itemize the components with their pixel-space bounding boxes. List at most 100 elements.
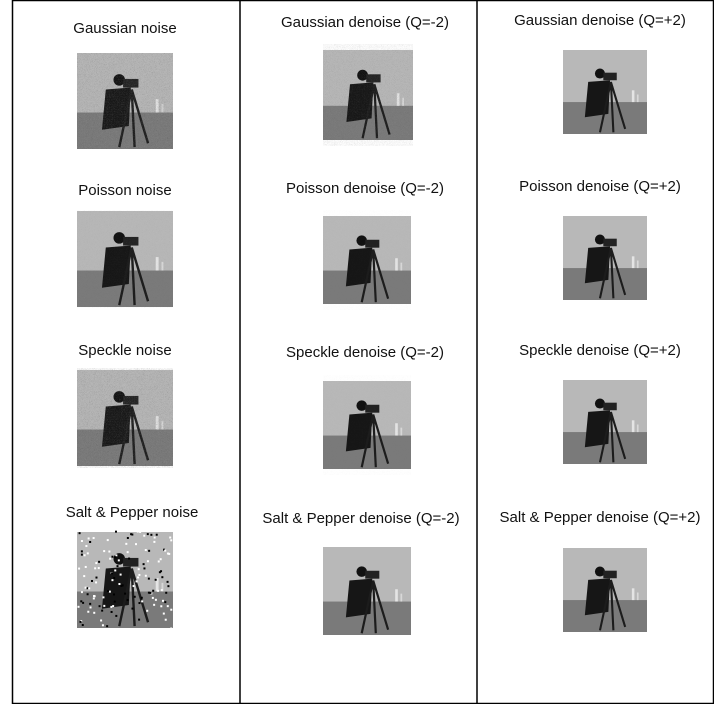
salt-pepper-dot xyxy=(103,550,105,552)
salt-pepper-dot xyxy=(148,578,150,580)
salt-pepper-dot xyxy=(86,587,88,589)
salt-pepper-dot xyxy=(127,551,129,553)
salt-pepper-dot xyxy=(85,587,87,589)
noise xyxy=(77,210,173,308)
salt-pepper-dot xyxy=(118,583,120,585)
caption: Salt & Pepper denoise (Q=+2) xyxy=(500,509,701,526)
salt-pepper-dot xyxy=(164,601,166,603)
salt-pepper-dot xyxy=(118,559,120,561)
salt-pepper-dot xyxy=(115,531,117,533)
salt-pepper-dot xyxy=(170,628,172,630)
salt-pepper-dot xyxy=(115,615,117,617)
salt-pepper-dot xyxy=(160,558,162,560)
salt-pepper-dot xyxy=(81,591,83,593)
salt-pepper-dot xyxy=(127,599,129,601)
salt-pepper-dot xyxy=(138,619,140,621)
image xyxy=(563,216,647,300)
salt-pepper-dot xyxy=(107,590,109,592)
noise xyxy=(323,44,413,146)
salt-pepper-dot xyxy=(131,608,133,610)
salt-pepper-dot xyxy=(110,606,112,608)
salt-pepper-dot xyxy=(141,597,143,599)
salt-pepper-dot xyxy=(157,590,159,592)
salt-pepper-dot xyxy=(106,625,108,627)
salt-pepper-dot xyxy=(114,556,116,558)
caption: Salt & Pepper noise xyxy=(66,504,199,521)
salt-pepper-dot xyxy=(95,562,97,564)
salt-pepper-dot xyxy=(114,569,116,571)
salt-pepper-dot xyxy=(137,531,139,533)
salt-pepper-dot xyxy=(120,585,122,587)
salt-pepper-dot xyxy=(85,566,87,568)
salt-pepper-dot xyxy=(170,609,172,611)
salt-pepper-dot xyxy=(130,533,132,535)
noise xyxy=(77,53,173,149)
salt-pepper-dot xyxy=(147,560,149,562)
salt-pepper-dot xyxy=(93,597,95,599)
salt-pepper-dot xyxy=(128,558,130,560)
image xyxy=(563,548,647,632)
salt-pepper-dot xyxy=(80,600,82,602)
salt-pepper-dot xyxy=(87,552,89,554)
salt-pepper-dot xyxy=(111,611,113,613)
salt-pepper-dot xyxy=(160,605,162,607)
salt-pepper-dot xyxy=(167,605,169,607)
salt-pepper-dot xyxy=(79,532,81,534)
salt-pepper-dot xyxy=(87,611,89,613)
image xyxy=(563,50,647,134)
salt-pepper-dot xyxy=(82,602,84,604)
salt-pepper-dot xyxy=(124,593,126,595)
salt-pepper-dot xyxy=(138,574,140,576)
salt-pepper-dot xyxy=(112,605,114,607)
salt-pepper-dot xyxy=(148,592,150,594)
salt-pepper-dot xyxy=(84,554,86,556)
salt-pepper-dot xyxy=(167,553,169,555)
salt-pepper-dot xyxy=(155,599,157,601)
salt-pepper-dot xyxy=(146,610,148,612)
salt-pepper-dot xyxy=(95,581,97,583)
salt-pepper-dot xyxy=(143,567,145,569)
salt-pepper-dot xyxy=(89,603,91,605)
salt-pepper-dot xyxy=(85,545,87,547)
salt-pepper-dot xyxy=(113,593,115,595)
salt-pepper-dot xyxy=(80,621,82,623)
salt-pepper-dot xyxy=(113,577,115,579)
salt-pepper-dot xyxy=(145,549,147,551)
salt-pepper-dot xyxy=(138,568,140,570)
salt-pepper-dot xyxy=(120,574,122,576)
salt-pepper-dot xyxy=(143,563,145,565)
salt-pepper-dot xyxy=(108,551,110,553)
salt-pepper-dot xyxy=(164,550,166,552)
salt-pepper-dot xyxy=(78,568,80,570)
salt-pepper-dot xyxy=(156,534,158,536)
salt-pepper-dot xyxy=(153,604,155,606)
salt-pepper-dot xyxy=(77,606,79,608)
figure-table: Gaussian noiseGaussian denoise (Q=-2)Gau… xyxy=(0,0,714,704)
salt-pepper-dot xyxy=(135,543,137,545)
salt-pepper-dot xyxy=(145,575,147,577)
caption: Salt & Pepper denoise (Q=-2) xyxy=(262,510,459,527)
salt-pepper-dot xyxy=(170,539,172,541)
salt-pepper-dot xyxy=(141,600,143,602)
caption: Speckle denoise (Q=+2) xyxy=(519,342,681,359)
salt-pepper-dot xyxy=(88,537,90,539)
salt-pepper-dot xyxy=(159,571,161,573)
salt-pepper-dot xyxy=(165,592,167,594)
salt-pepper-dot xyxy=(163,613,165,615)
salt-pepper-dot xyxy=(137,576,139,578)
salt-pepper-dot xyxy=(155,579,157,581)
caption: Poisson noise xyxy=(78,182,171,199)
salt-pepper-dot xyxy=(93,595,95,597)
salt-pepper-dot xyxy=(153,541,155,543)
salt-pepper-dot xyxy=(94,567,96,569)
salt-pepper-dot xyxy=(154,537,156,539)
salt-pepper-dot xyxy=(99,605,101,607)
caption: Speckle denoise (Q=-2) xyxy=(286,344,444,361)
salt-pepper-dot xyxy=(81,550,83,552)
salt-pepper-dot xyxy=(98,561,100,563)
salt-pepper-dot xyxy=(90,606,92,608)
salt-pepper-dot xyxy=(152,590,154,592)
salt-pepper-dot xyxy=(98,567,100,569)
salt-pepper-dot xyxy=(83,575,85,577)
image xyxy=(563,380,647,464)
